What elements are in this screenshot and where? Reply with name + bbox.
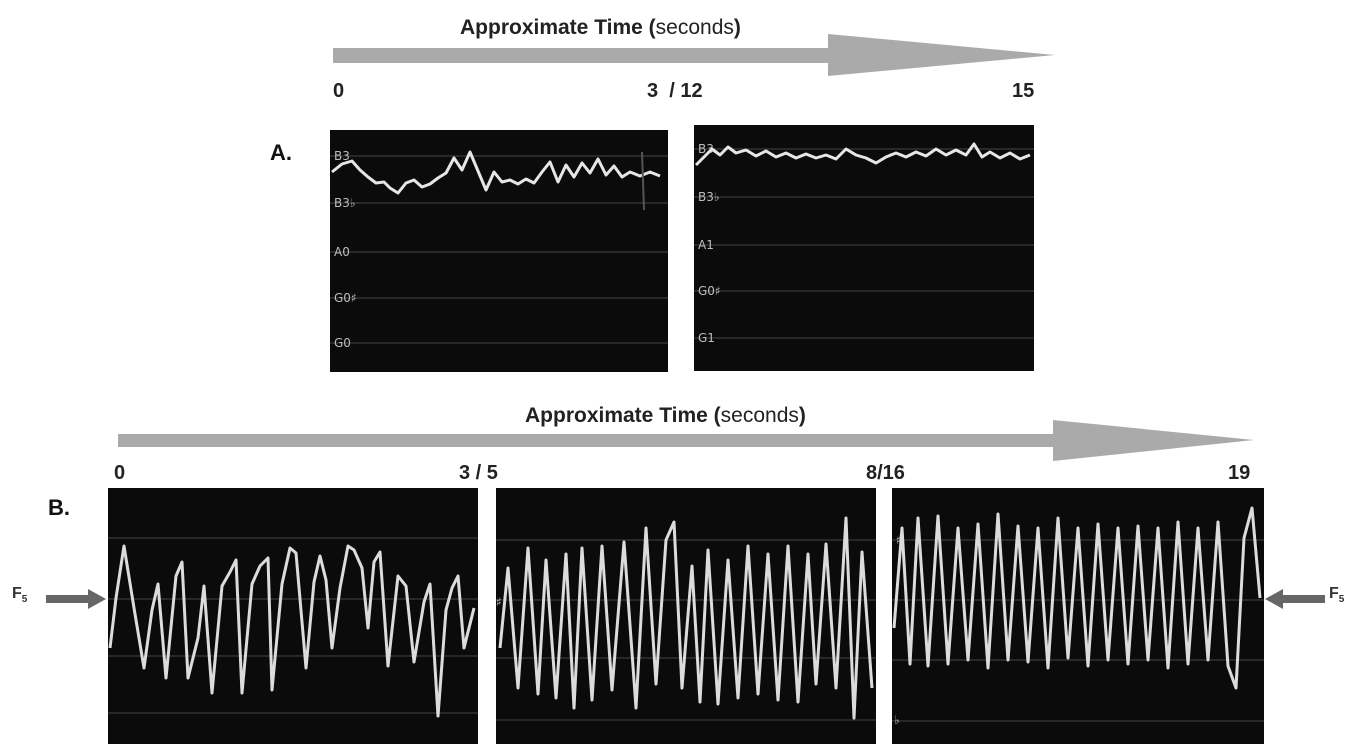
note-label: G0	[334, 336, 351, 350]
pitch-panel-a2: B3 B3♭ A1 G0♯ G1	[694, 125, 1034, 371]
timeline-a-tick-end: 15	[1012, 80, 1034, 103]
arrow-left-icon	[1265, 588, 1327, 610]
note-label: G1	[698, 331, 715, 345]
pitch-panel-a1: B3 B3♭ A0 G0♯ G0	[330, 130, 668, 372]
pitch-panel-b3-graph: ♯ ♭	[892, 488, 1264, 744]
note-label: ♭	[894, 713, 900, 727]
note-label: B3♭	[334, 196, 356, 210]
pitch-panel-a2-graph: B3 B3♭ A1 G0♯ G1	[694, 125, 1034, 371]
note-label: G0♯	[334, 291, 357, 305]
pitch-panel-b2: ♯	[496, 488, 876, 744]
pitch-panel-b2-graph: ♯	[496, 488, 876, 744]
timeline-b-title: Approximate Time (seconds)	[525, 404, 806, 428]
note-label: B3♭	[698, 190, 720, 204]
f5-label-left: F5	[12, 585, 27, 605]
timeline-a-title: Approximate Time (seconds)	[460, 16, 741, 40]
note-label: ♯	[496, 595, 502, 609]
note-label: G0♯	[698, 284, 721, 298]
note-label: A0	[334, 245, 350, 259]
timeline-a-tick-start: 0	[333, 80, 344, 103]
f5-label-right: F5	[1329, 585, 1344, 605]
arrow-right-icon	[46, 588, 108, 610]
pitch-panel-b1	[108, 488, 478, 744]
timeline-b-tick-2: 3 / 5	[459, 462, 498, 485]
pitch-panel-b3: ♯ ♭	[892, 488, 1264, 744]
pitch-panel-a1-graph: B3 B3♭ A0 G0♯ G0	[330, 130, 668, 372]
label-b: B.	[48, 495, 70, 521]
note-label: A1	[698, 238, 714, 252]
timeline-a-tick-mid: 3 / 12	[647, 80, 703, 103]
label-a: A.	[270, 140, 292, 166]
timeline-b-tick-end: 19	[1228, 462, 1250, 485]
timeline-b-tick-3: 8/16	[866, 462, 905, 485]
timeline-b-tick-start: 0	[114, 462, 125, 485]
pitch-panel-b1-graph	[108, 488, 478, 744]
